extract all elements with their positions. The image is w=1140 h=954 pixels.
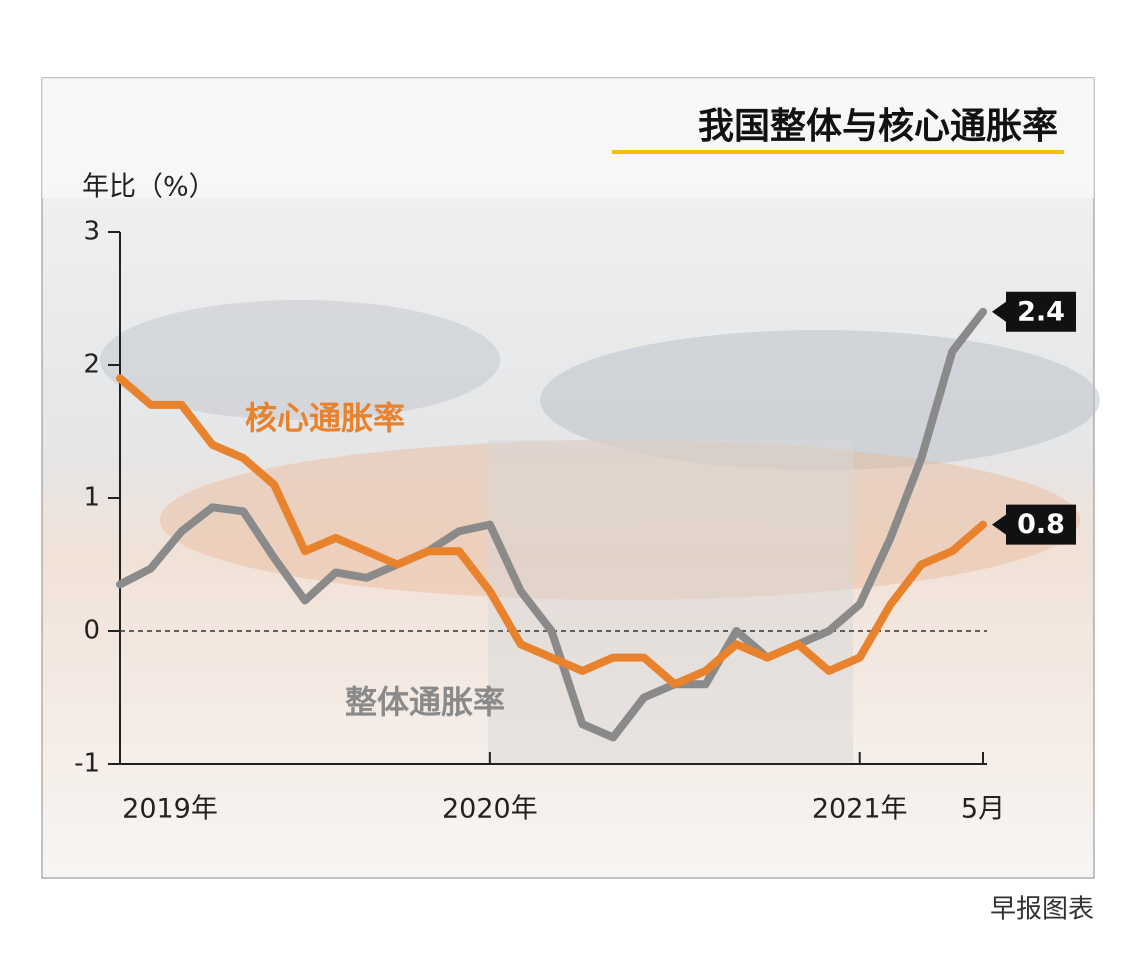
y-tick-label: 0 [83, 616, 100, 646]
year-2020-band [488, 440, 853, 764]
x-tick-label: 5月 [961, 794, 1005, 825]
chart-title: 我国整体与核心通胀率 [698, 106, 1058, 147]
value-label: 2.4 [1017, 296, 1065, 327]
y-tick-label: -1 [74, 749, 100, 779]
x-tick-label: 2020年 [442, 794, 538, 825]
x-tick-label: 2019年 [122, 794, 218, 825]
car-shape [540, 330, 1100, 470]
y-axis-label: 年比（%） [82, 172, 216, 203]
series-line [116, 307, 987, 742]
source: 早报图表 [990, 895, 1094, 925]
series-label: 整体通胀率 [345, 683, 505, 721]
value-label: 0.8 [1017, 509, 1065, 540]
x-tick-label: 2021年 [812, 794, 908, 825]
series-line [116, 374, 987, 689]
series-label: 核心通胀率 [245, 399, 405, 437]
value-callout [992, 504, 1076, 545]
value-callout [992, 291, 1076, 332]
y-tick-label: 3 [83, 217, 100, 247]
y-tick-label: 1 [83, 483, 100, 513]
car-shape [100, 300, 500, 420]
title-underline [612, 150, 1064, 154]
y-tick-label: 2 [83, 350, 100, 380]
ceiling [42, 78, 1094, 198]
